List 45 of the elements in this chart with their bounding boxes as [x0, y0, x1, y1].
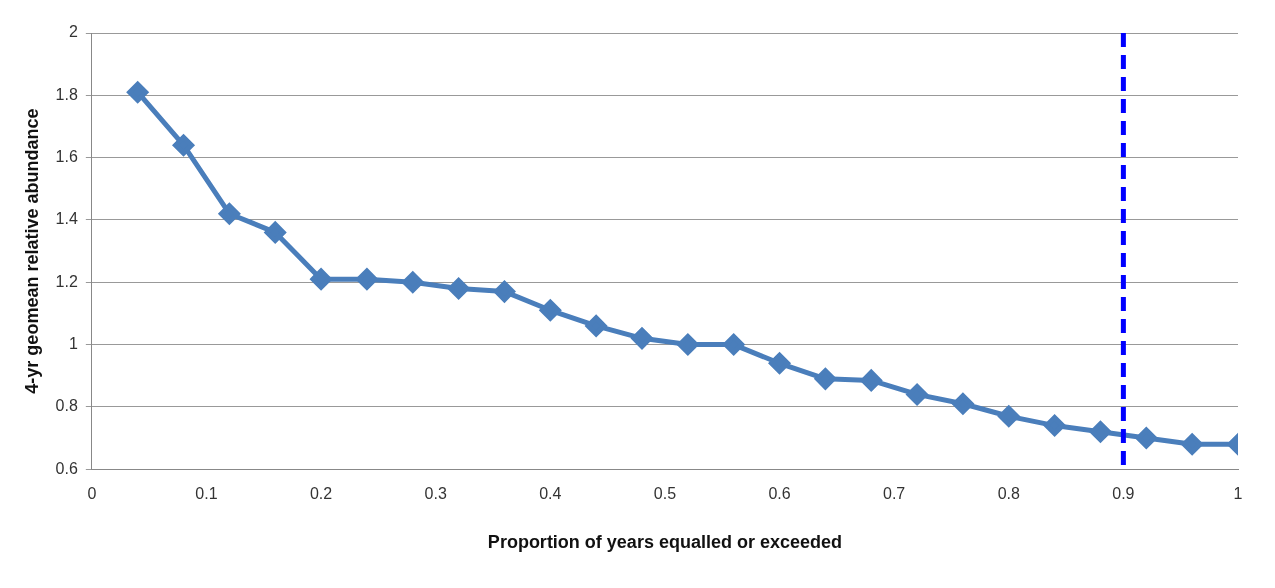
- point: [769, 352, 791, 374]
- point: [814, 368, 836, 390]
- y-tick-label: 1.6: [55, 148, 78, 166]
- y-tick-label: 1.4: [55, 210, 78, 228]
- point: [264, 221, 286, 243]
- point: [173, 134, 195, 156]
- point: [310, 268, 332, 290]
- y-tick-label: 2: [68, 23, 78, 41]
- point: [1181, 433, 1203, 455]
- y-tick-label: 1.2: [55, 272, 78, 290]
- point: [356, 268, 378, 290]
- point: [677, 334, 699, 356]
- x-tick-label: 0.8: [997, 485, 1020, 503]
- x-tick-label: 0.2: [309, 485, 333, 503]
- point: [723, 334, 745, 356]
- x-tick-label: 0.3: [424, 485, 447, 503]
- point: [127, 81, 149, 103]
- x-tick-label: 0.9: [1112, 485, 1135, 503]
- point: [539, 299, 561, 321]
- point: [860, 369, 882, 391]
- point: [631, 327, 653, 349]
- point: [952, 393, 974, 415]
- point: [998, 405, 1020, 427]
- x-tick-label: 1: [1233, 485, 1243, 503]
- y-tick-label: 1: [68, 334, 78, 352]
- point: [218, 203, 240, 225]
- point: [448, 277, 470, 299]
- x-tick-label: 0.6: [768, 485, 791, 503]
- y-tick-label: 1.8: [55, 85, 78, 103]
- point: [585, 315, 607, 337]
- y-axis-title: 4-yr geomean relative abundance: [21, 108, 42, 394]
- point: [402, 271, 424, 293]
- y-tick-label: 0.6: [55, 459, 78, 477]
- x-tick-label: 0.1: [195, 485, 218, 503]
- x-tick-label: 0.7: [883, 485, 906, 503]
- x-tick-label: 0.4: [539, 485, 562, 503]
- point: [493, 281, 515, 303]
- point: [1135, 427, 1157, 449]
- x-tick-label: 0: [87, 485, 97, 503]
- point: [1044, 415, 1066, 437]
- x-axis-title: Proportion of years equalled or exceeded: [487, 532, 842, 553]
- x-tick-label: 0.5: [653, 485, 677, 503]
- point: [1089, 421, 1111, 443]
- y-tick-label: 0.8: [55, 397, 78, 415]
- point: [906, 383, 928, 405]
